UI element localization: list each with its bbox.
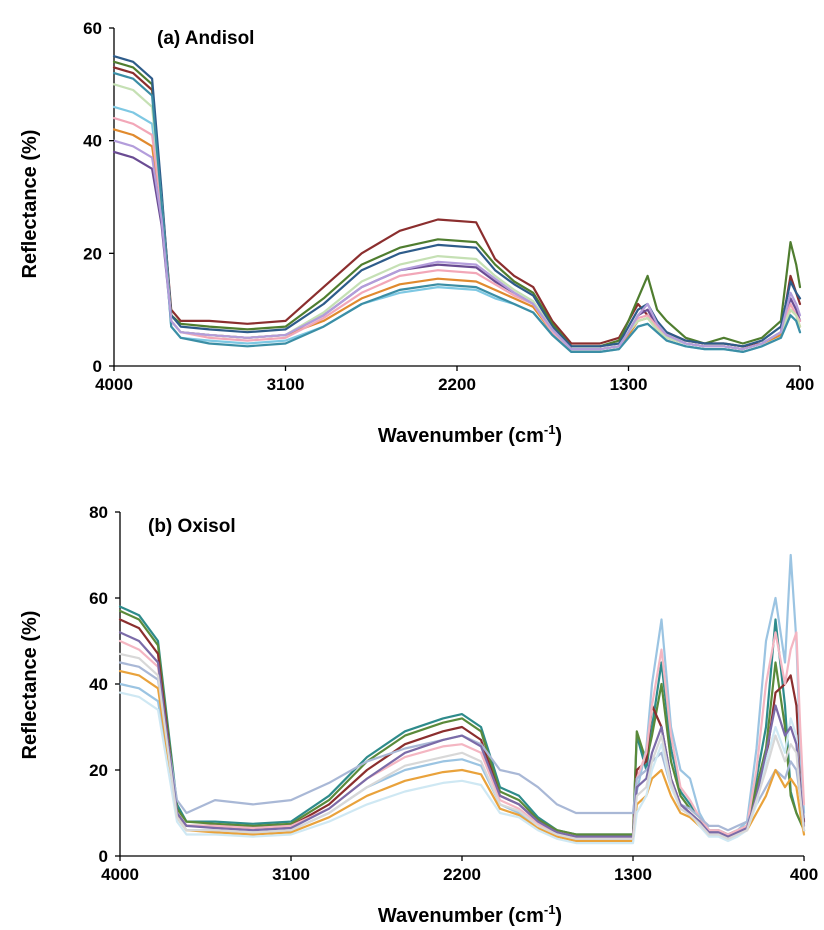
y-tick-label-oxisol-80: 80 <box>89 503 108 522</box>
series-line-oxisol-8 <box>118 691 806 845</box>
series-line-andisol-10 <box>112 139 802 351</box>
panel-title-oxisol: (b) Oxisol <box>148 516 236 537</box>
series-line-andisol-8 <box>112 83 802 351</box>
chart-panel-andisol: (a) Andisol Reflectance (%) Wavenumber (… <box>19 19 814 447</box>
x-tick-label-andisol-1300: 1300 <box>610 375 648 394</box>
x-tick-label-andisol-3100: 3100 <box>267 375 305 394</box>
series-line-oxisol-6 <box>118 661 806 832</box>
series-line-andisol-5 <box>112 128 802 351</box>
x-axis-label-sup-oxisol: -1 <box>544 902 556 917</box>
x-tick-label-oxisol-400: 400 <box>790 865 818 884</box>
series-line-andisol-2 <box>112 60 802 348</box>
x-tick-label-andisol-400: 400 <box>786 375 814 394</box>
y-tick-label-andisol-0: 0 <box>93 357 102 376</box>
x-axis-label-andisol: Wavenumber (cm-1) <box>378 422 562 447</box>
x-tick-label-oxisol-1300: 1300 <box>614 865 652 884</box>
series-group-oxisol <box>118 553 806 845</box>
series-line-andisol-7 <box>112 117 802 351</box>
series-line-andisol-1 <box>112 66 802 348</box>
y-tick-label-andisol-20: 20 <box>83 244 102 263</box>
panel-title-andisol: (a) Andisol <box>157 28 254 49</box>
x-tick-label-oxisol-4000: 4000 <box>101 865 139 884</box>
series-line-oxisol-10 <box>118 652 806 840</box>
y-tick-label-andisol-40: 40 <box>83 132 102 151</box>
x-axis-label-close-andisol: ) <box>555 425 562 447</box>
series-line-andisol-3 <box>112 55 802 348</box>
y-tick-label-andisol-60: 60 <box>83 19 102 38</box>
y-axis-label-andisol: Reflectance (%) <box>19 130 41 279</box>
series-line-andisol-4 <box>112 150 802 351</box>
series-line-andisol-6 <box>112 105 802 353</box>
x-axis-label-oxisol: Wavenumber (cm-1) <box>378 902 562 927</box>
x-axis-label-text-andisol: Wavenumber (cm <box>378 425 544 447</box>
x-tick-label-andisol-4000: 4000 <box>95 375 133 394</box>
y-tick-label-oxisol-40: 40 <box>89 675 108 694</box>
chart-panel-oxisol: (b) Oxisol Reflectance (%) Wavenumber (c… <box>19 503 818 927</box>
x-tick-label-oxisol-2200: 2200 <box>443 865 481 884</box>
series-group-andisol <box>112 55 802 353</box>
x-axis-label-text-oxisol: Wavenumber (cm <box>378 905 544 927</box>
y-tick-label-oxisol-0: 0 <box>99 847 108 866</box>
y-tick-label-oxisol-60: 60 <box>89 589 108 608</box>
y-tick-label-oxisol-20: 20 <box>89 761 108 780</box>
x-tick-label-andisol-2200: 2200 <box>438 375 476 394</box>
y-axis-label-oxisol: Reflectance (%) <box>19 611 41 760</box>
x-tick-label-oxisol-3100: 3100 <box>272 865 310 884</box>
series-line-oxisol-4 <box>118 553 806 840</box>
series-line-oxisol-3 <box>118 618 806 838</box>
series-line-andisol-9 <box>112 72 802 353</box>
x-axis-label-sup-andisol: -1 <box>544 422 556 437</box>
x-axis-label-close-oxisol: ) <box>555 905 562 927</box>
